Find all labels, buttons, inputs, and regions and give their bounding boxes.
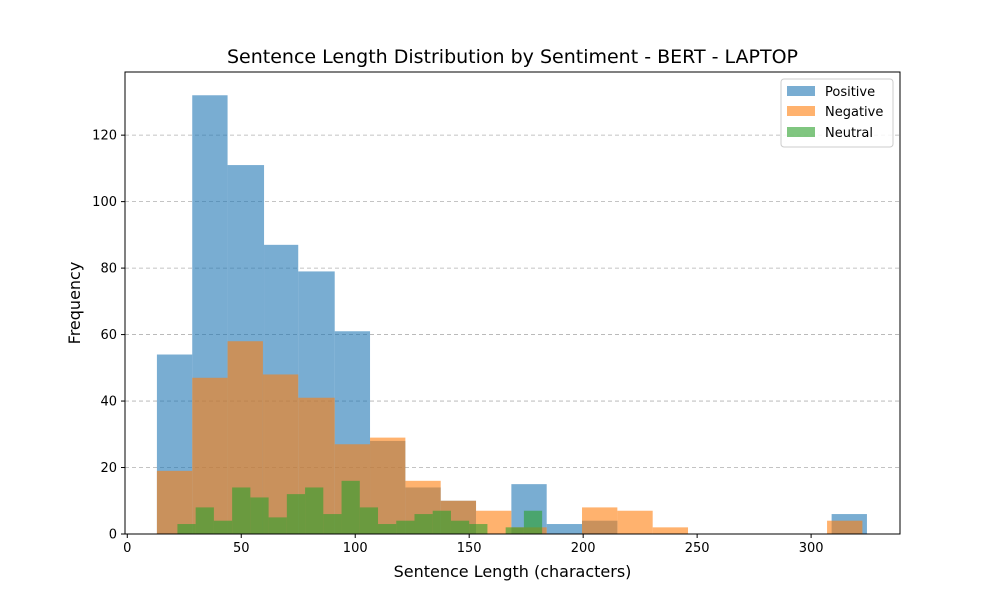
legend-swatch-positive (787, 86, 815, 96)
bar-negative (652, 527, 689, 534)
bar-neutral (286, 494, 306, 534)
bars (156, 95, 867, 535)
y-tick-label: 0 (109, 528, 117, 543)
bar-negative (582, 507, 618, 534)
chart-title: Sentence Length Distribution by Sentimen… (227, 46, 798, 68)
x-tick-label: 300 (799, 541, 824, 556)
x-tick-label: 250 (685, 541, 710, 556)
bar-neutral (469, 524, 488, 534)
bar-neutral (505, 527, 524, 534)
x-tick-label: 0 (123, 541, 131, 556)
bar-neutral (432, 510, 451, 534)
y-axis: 0 20 40 60 80 100 120 (92, 129, 125, 543)
legend-label-positive: Positive (825, 85, 875, 100)
bar-neutral (359, 507, 379, 534)
bar-neutral (323, 514, 342, 534)
y-tick-label: 40 (100, 395, 117, 410)
bar-neutral (213, 520, 233, 534)
x-tick-label: 50 (233, 541, 250, 556)
legend-label-negative: Negative (825, 105, 883, 120)
bar-neutral (177, 524, 196, 534)
bar-neutral (268, 517, 287, 534)
bar-positive (546, 524, 583, 534)
bar-neutral (414, 514, 433, 534)
bar-neutral (341, 480, 360, 534)
x-tick-label: 100 (343, 541, 368, 556)
y-axis-label: Frequency (65, 262, 84, 345)
bar-negative (156, 470, 193, 534)
bar-neutral (305, 487, 324, 534)
x-axis-label: Sentence Length (characters) (394, 562, 632, 581)
series-neutral (177, 480, 543, 534)
bar-neutral (450, 520, 470, 534)
bar-neutral (378, 524, 397, 534)
y-tick-label: 60 (100, 328, 117, 343)
legend: Positive Negative Neutral (780, 78, 894, 148)
bar-neutral (195, 507, 214, 534)
y-tick-label: 100 (92, 195, 117, 210)
bar-neutral (250, 497, 269, 534)
legend-label-neutral: Neutral (825, 126, 873, 141)
x-tick-label: 150 (457, 541, 482, 556)
legend-swatch-negative (787, 106, 815, 116)
y-tick-label: 20 (100, 461, 117, 476)
x-axis: 0 50 100 150 200 250 300 (123, 534, 824, 556)
bar-negative (617, 510, 653, 534)
bar-neutral (523, 510, 543, 534)
bar-neutral (396, 520, 415, 534)
plot-frame (124, 71, 901, 535)
x-tick-label: 200 (571, 541, 596, 556)
y-tick-label: 80 (100, 262, 117, 277)
legend-swatch-neutral (787, 127, 815, 137)
y-tick-label: 120 (92, 129, 117, 144)
bar-neutral (232, 487, 251, 534)
bar-negative (827, 520, 863, 534)
